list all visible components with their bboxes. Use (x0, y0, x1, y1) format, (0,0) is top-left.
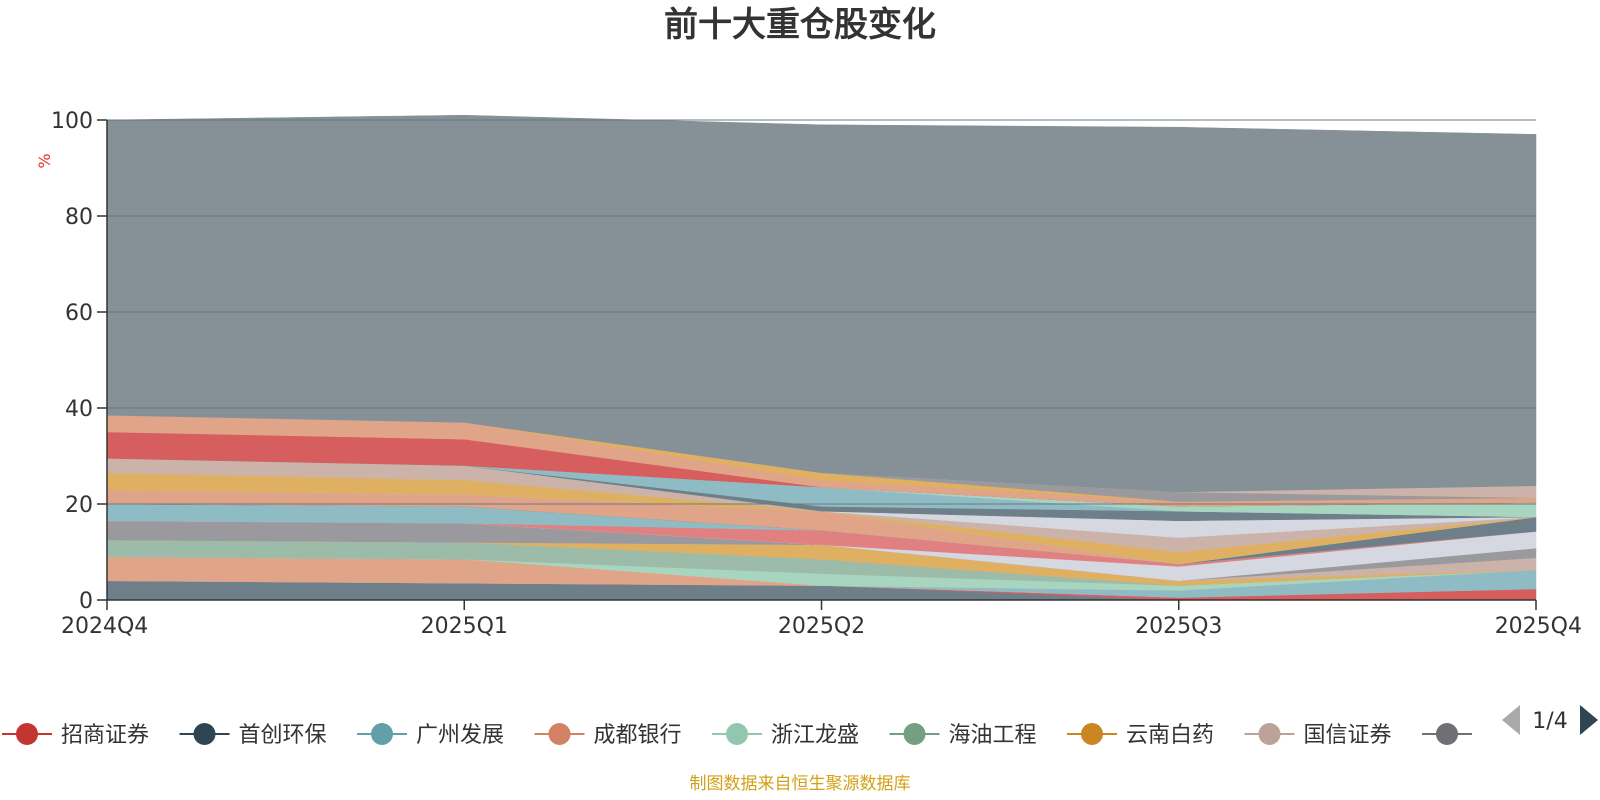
legend-circle-icon (726, 723, 748, 745)
chart-title: 前十大重仓股变化 (664, 5, 936, 45)
legend-label: 海油工程 (949, 723, 1037, 748)
legend-label: 成都银行 (594, 723, 682, 748)
y-tick-label: 100 (51, 109, 93, 134)
legend-label: 首创环保 (239, 723, 327, 748)
legend-item[interactable]: 招商证券 (2, 723, 149, 748)
legend-label: 浙江龙盛 (771, 723, 859, 748)
x-tick-label: 2024Q4 (61, 614, 148, 639)
legend-page-indicator: 1/4 (1532, 709, 1567, 734)
legend-circle-icon (1258, 723, 1281, 745)
area-series-26 (106, 114, 1537, 493)
x-axis: 2024Q4 2025Q1 2025Q2 2025Q3 2025Q4 (61, 599, 1582, 639)
x-tick-label: 2025Q4 (1495, 614, 1582, 639)
legend-item[interactable]: 海油工程 (889, 723, 1037, 748)
source-note: 制图数据来自恒生聚源数据库 (690, 774, 911, 794)
legend-circle-icon (1436, 723, 1458, 745)
legend-pager: 1/4 (1502, 705, 1598, 735)
legend-label: 广州发展 (416, 723, 504, 748)
y-tick-label: 40 (65, 397, 93, 422)
legend-label: 招商证券 (61, 723, 149, 748)
y-axis-unit: % (35, 153, 54, 168)
legend-item[interactable]: 成都银行 (534, 723, 682, 748)
x-tick-label: 2025Q2 (778, 614, 865, 639)
legend-item[interactable]: 国信证券 (1244, 723, 1392, 748)
y-tick-label: 0 (79, 589, 93, 614)
triangle-left-icon[interactable] (1502, 705, 1520, 735)
legend-item[interactable]: 广州发展 (357, 723, 504, 748)
area-series-group (106, 114, 1537, 601)
y-axis: 0 20 40 60 80 100 (51, 109, 108, 614)
triangle-right-icon[interactable] (1580, 705, 1598, 735)
legend-circle-icon (193, 723, 216, 745)
legend-label: 云南白药 (1126, 723, 1214, 748)
y-tick-label: 60 (65, 301, 93, 326)
y-tick-label: 80 (65, 205, 93, 230)
legend-item[interactable] (1422, 723, 1472, 745)
legend-circle-icon (903, 723, 926, 745)
x-tick-label: 2025Q3 (1135, 614, 1222, 639)
y-tick-label: 20 (65, 493, 93, 518)
legend-circle-icon (16, 723, 38, 745)
legend-circle-icon (371, 723, 393, 745)
legend-label: 国信证券 (1304, 723, 1392, 748)
x-tick-label: 2025Q1 (421, 614, 508, 639)
legend-item[interactable]: 首创环保 (179, 723, 327, 748)
legend-item[interactable]: 浙江龙盛 (712, 723, 859, 748)
legend: 招商证券 首创环保 广州发展 成都银行 浙江龙盛 海油工程 云南白药 国信证券 (2, 723, 1472, 748)
legend-item[interactable]: 云南白药 (1067, 723, 1214, 748)
legend-circle-icon (1081, 723, 1103, 745)
legend-circle-icon (548, 723, 571, 745)
